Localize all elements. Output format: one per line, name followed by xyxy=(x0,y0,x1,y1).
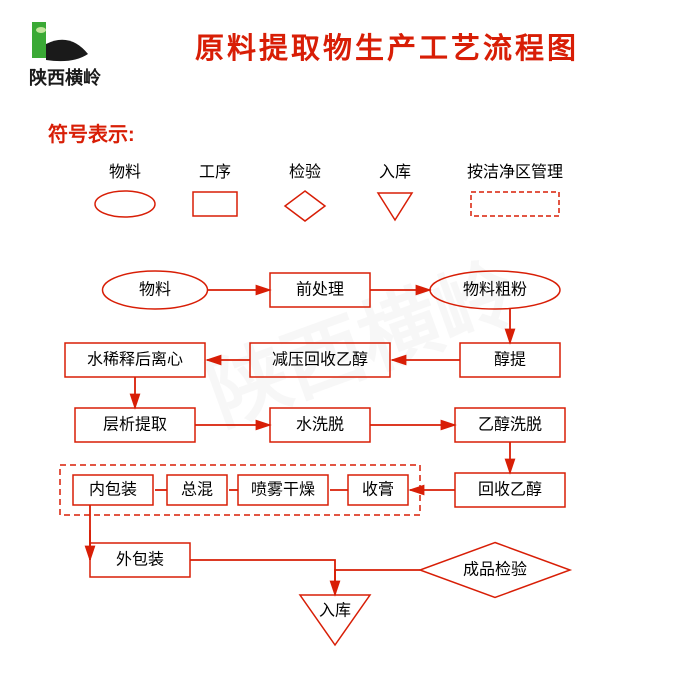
node-label-n1: 物料 xyxy=(139,281,171,299)
node-label-n12: 喷雾干燥 xyxy=(251,481,315,499)
node-label-n9: 乙醇洗脱 xyxy=(478,416,542,434)
node-label-n2: 前处理 xyxy=(296,281,344,299)
node-label-n17: 入库 xyxy=(319,602,351,620)
node-label-n7: 层析提取 xyxy=(103,416,167,434)
node-label-n4: 醇提 xyxy=(494,351,526,369)
node-label-n15: 外包装 xyxy=(116,551,164,569)
node-label-n16: 成品检验 xyxy=(463,561,527,579)
edge xyxy=(335,570,420,595)
node-label-n14: 内包装 xyxy=(89,481,137,499)
node-label-n6: 水稀释后离心 xyxy=(87,351,183,369)
node-label-n11: 收膏 xyxy=(362,480,394,499)
node-label-n3: 物料粗粉 xyxy=(463,281,527,299)
flowchart-stage: 物料 前处理 物料粗粉醇提 减压回收乙醇 水稀释后离心层析提取 水洗脱 乙醇洗脱回收乙醇 收膏… xyxy=(0,0,700,700)
node-label-n5: 减压回收乙醇 xyxy=(272,351,368,369)
node-label-n13: 总混 xyxy=(181,481,213,499)
node-label-n8: 水洗脱 xyxy=(296,416,344,434)
edge xyxy=(190,560,335,595)
node-label-n10: 回收乙醇 xyxy=(478,481,542,499)
